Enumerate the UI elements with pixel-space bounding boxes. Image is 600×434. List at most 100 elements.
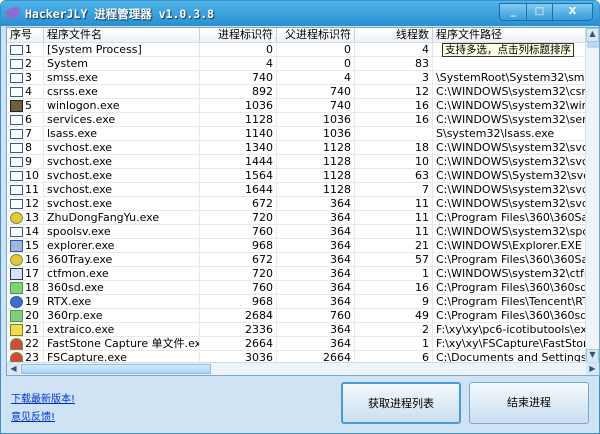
- table-row[interactable]: 14 spoolsv.exe 760 364 11 C:\WINDOWS\system32…: [7, 225, 586, 239]
- table-row[interactable]: 16 360Tray.exe 672 364 57 C:\Program Files\36…: [7, 253, 586, 267]
- process-icon: [10, 239, 23, 252]
- column-header-name[interactable]: 程序文件名: [44, 28, 200, 42]
- column-header-path[interactable]: 程序文件路径: [433, 28, 586, 42]
- process-id: 1564: [200, 169, 277, 182]
- process-icon: [10, 72, 23, 83]
- process-icon: [10, 323, 23, 336]
- scroll-left-icon[interactable]: ◀: [7, 363, 20, 375]
- process-path: C:\WINDOWS\system32\ctfmon.ex: [433, 267, 586, 280]
- feedback-link[interactable]: 意见反馈!: [11, 412, 56, 423]
- process-id: 968: [200, 239, 277, 252]
- table-row[interactable]: 10 svchost.exe 1564 1128 63 C:\WINDOWS\System…: [7, 169, 586, 183]
- parent-process-id: 4: [277, 71, 355, 84]
- app-logo-icon: [4, 5, 22, 21]
- scroll-down-icon[interactable]: ▼: [586, 349, 599, 363]
- table-row[interactable]: 3smss.exe74043\SystemRoot\System32\smss.…: [7, 71, 586, 85]
- row-index-text: 14: [25, 225, 39, 238]
- thread-count: 16: [355, 281, 433, 294]
- process-path: C:\Program Files\Tencent\RTXC\RT: [433, 295, 586, 308]
- parent-process-id: 364: [277, 211, 355, 224]
- process-id: 672: [200, 253, 277, 266]
- row-index: 12: [7, 197, 44, 210]
- process-id: 1444: [200, 155, 277, 168]
- table-row[interactable]: 5 winlogon.exe 1036 740 16 C:\WINDOWS\system3…: [7, 99, 586, 113]
- table-row[interactable]: 2 System 4 0 83: [7, 57, 586, 71]
- row-index: 7: [7, 127, 44, 140]
- table-row[interactable]: 21 extraico.exe 2336 364 2 F:\xy\xy\pc6-icoti…: [7, 323, 586, 337]
- row-index: 4: [7, 85, 44, 98]
- parent-process-id: 1036: [277, 113, 355, 126]
- thread-count: 11: [355, 197, 433, 210]
- parent-process-id: 364: [277, 281, 355, 294]
- vertical-scrollbar[interactable]: ▲ ▼: [585, 28, 599, 363]
- process-name: 360sd.exe: [44, 281, 200, 294]
- process-name: [System Process]: [44, 43, 200, 56]
- get-process-list-button[interactable]: 获取进程列表: [341, 382, 461, 424]
- row-index: 22: [7, 337, 44, 350]
- download-latest-link[interactable]: 下载最新版本!: [11, 394, 76, 405]
- table-row[interactable]: 9 svchost.exe 1444 1128 10 C:\WINDOWS\system3…: [7, 155, 586, 169]
- table-row[interactable]: 1 [System Process] 0 0 4: [7, 43, 586, 57]
- process-id: 3036: [200, 351, 277, 364]
- process-icon: [10, 156, 23, 167]
- process-name: 360Tray.exe: [44, 253, 200, 266]
- row-index: 2: [7, 57, 44, 70]
- process-id: 720: [200, 211, 277, 224]
- maximize-button[interactable]: □: [526, 4, 552, 20]
- scroll-right-icon[interactable]: ▶: [586, 363, 599, 375]
- process-icon: [10, 295, 23, 308]
- horizontal-scroll-thumb[interactable]: [21, 364, 211, 374]
- process-icon: [10, 142, 23, 153]
- horizontal-scrollbar[interactable]: ◀ ▶: [7, 362, 599, 375]
- process-name: svchost.exe: [44, 141, 200, 154]
- title-bar: HackerJLY 进程管理器 v1.0.3.8 _ □ X: [1, 1, 599, 26]
- process-icon: [10, 99, 23, 112]
- process-list[interactable]: 序号 程序文件名 进程标识符 父进程标识符 线程数 程序文件路径 1 [Syste…: [6, 27, 600, 376]
- row-index-text: 20: [25, 309, 39, 322]
- process-path: C:\WINDOWS\system32\svchost.e:: [433, 197, 586, 210]
- window-title: HackerJLY 进程管理器 v1.0.3.8: [25, 7, 215, 21]
- table-row[interactable]: 11 svchost.exe 1644 1128 7 C:\WINDOWS\system3…: [7, 183, 586, 197]
- process-path: C:\Program Files\360\360Safe\deep: [433, 211, 586, 224]
- row-index-text: 9: [25, 155, 32, 168]
- scroll-up-icon[interactable]: ▲: [586, 28, 599, 42]
- process-id: 740: [200, 71, 277, 84]
- table-row[interactable]: 17 ctfmon.exe 720 364 1 C:\WINDOWS\system32\c…: [7, 267, 586, 281]
- end-process-button[interactable]: 结束进程: [469, 382, 589, 424]
- column-header-pid[interactable]: 进程标识符: [200, 28, 277, 42]
- tooltip: 支持多选，点击列标题排序: [442, 43, 574, 57]
- process-name: ZhuDongFangYu.exe: [44, 211, 200, 224]
- thread-count: 4: [355, 43, 433, 56]
- table-row[interactable]: 12 svchost.exe 672 364 11 C:\WINDOWS\system32…: [7, 197, 586, 211]
- table-row[interactable]: 18 360sd.exe 760 364 16 C:\Program Files\360\…: [7, 281, 586, 295]
- process-icon: [10, 211, 23, 224]
- table-row[interactable]: 13 ZhuDongFangYu.exe 720 364 11 C:\Program Fi…: [7, 211, 586, 225]
- process-name: svchost.exe: [44, 183, 200, 196]
- process-name: svchost.exe: [44, 155, 200, 168]
- column-header-ppid[interactable]: 父进程标识符: [277, 28, 355, 42]
- process-icon: [10, 226, 23, 237]
- table-row[interactable]: 22 FastStone Capture 单文件.exe 2664 364 1 F:\xy…: [7, 337, 586, 351]
- table-row[interactable]: 6 services.exe 1128 1036 16 C:\WINDOWS\system…: [7, 113, 586, 127]
- table-row[interactable]: 4 csrss.exe 892 740 12 C:\WINDOWS\system32\cs…: [7, 85, 586, 99]
- table-row[interactable]: 15 explorer.exe 968 364 21 C:\WINDOWS\Explore…: [7, 239, 586, 253]
- table-row[interactable]: 19 RTX.exe 968 364 9 C:\Program Files\Tencent…: [7, 295, 586, 309]
- process-name: svchost.exe: [44, 197, 200, 210]
- process-name: FastStone Capture 单文件.exe: [44, 337, 200, 350]
- table-row[interactable]: 7 lsass.exe 1140 1036 S\system32\lsass.exe: [7, 127, 586, 141]
- table-row[interactable]: 8 svchost.exe 1340 1128 18 C:\WINDOWS\system3…: [7, 141, 586, 155]
- close-button[interactable]: X: [552, 4, 592, 20]
- column-header-index[interactable]: 序号: [7, 28, 44, 42]
- process-icon: [10, 281, 23, 294]
- table-row[interactable]: 23 FSCapture.exe 3036 2664 6 C:\Documents and…: [7, 351, 586, 365]
- vertical-scroll-thumb[interactable]: [587, 42, 599, 48]
- minimize-button[interactable]: _: [500, 4, 526, 20]
- process-name: System: [44, 57, 200, 70]
- table-row[interactable]: 20 360rp.exe 2684 760 49 C:\Program Files\360…: [7, 309, 586, 323]
- thread-count: 16: [355, 113, 433, 126]
- column-header-threads[interactable]: 线程数: [355, 28, 433, 42]
- row-index-text: 18: [25, 281, 39, 294]
- process-name: 360rp.exe: [44, 309, 200, 322]
- parent-process-id: 1036: [277, 127, 355, 140]
